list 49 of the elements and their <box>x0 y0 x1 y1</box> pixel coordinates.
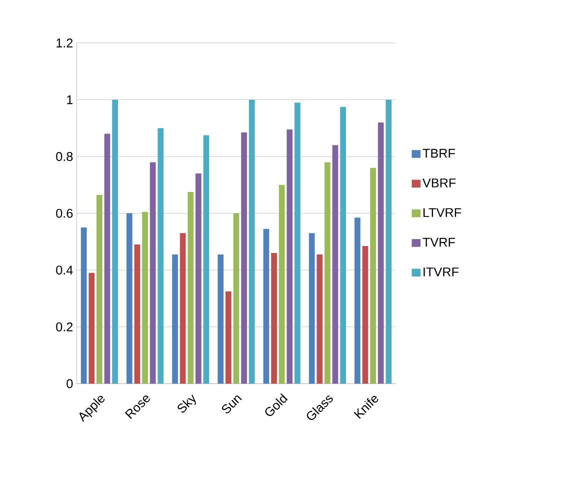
bar <box>378 122 384 384</box>
bar <box>150 162 156 384</box>
y-tick-label: 1.2 <box>56 38 73 48</box>
bar <box>226 291 232 384</box>
bar <box>362 246 368 384</box>
y-tick-label: 0.6 <box>56 208 73 218</box>
bar <box>271 253 277 384</box>
bar <box>386 100 392 384</box>
bar <box>286 130 293 384</box>
bar <box>180 233 186 384</box>
bar <box>172 254 178 384</box>
bar <box>354 218 360 384</box>
bar <box>142 212 148 384</box>
bar <box>112 100 118 384</box>
bar <box>196 174 202 384</box>
y-tick-label: 0.2 <box>56 322 73 332</box>
bar <box>340 106 346 384</box>
bar <box>203 135 210 384</box>
bar <box>241 132 247 384</box>
legend-label: TVRF <box>422 238 455 247</box>
y-tick-label: 0 <box>66 379 73 388</box>
bar <box>248 100 255 384</box>
legend-label: TBRF <box>422 149 455 158</box>
bar <box>278 185 285 384</box>
legend-label: LTVRF <box>424 208 462 218</box>
legend-label: ITVRF <box>424 268 458 276</box>
bar <box>134 244 140 384</box>
bar <box>294 102 300 384</box>
bar <box>126 213 132 384</box>
x-tick-label: Sky <box>178 394 196 413</box>
bar <box>263 229 270 384</box>
bar <box>370 168 376 384</box>
bar <box>104 134 110 384</box>
bar <box>324 162 330 384</box>
bar <box>88 273 95 384</box>
y-tick-label: 0.8 <box>56 152 73 162</box>
legend-label: VBRF <box>422 178 456 188</box>
bar <box>308 233 315 384</box>
bar <box>316 254 323 384</box>
bar <box>188 192 194 384</box>
bar <box>80 228 87 384</box>
bar <box>158 128 164 384</box>
bar <box>96 194 102 384</box>
bar <box>332 145 338 384</box>
x-tick-label: Sun <box>222 396 242 414</box>
y-tick-label: 1 <box>67 96 73 104</box>
y-tick-label: 0.4 <box>56 266 73 275</box>
bar <box>233 213 240 384</box>
bar <box>218 254 224 384</box>
